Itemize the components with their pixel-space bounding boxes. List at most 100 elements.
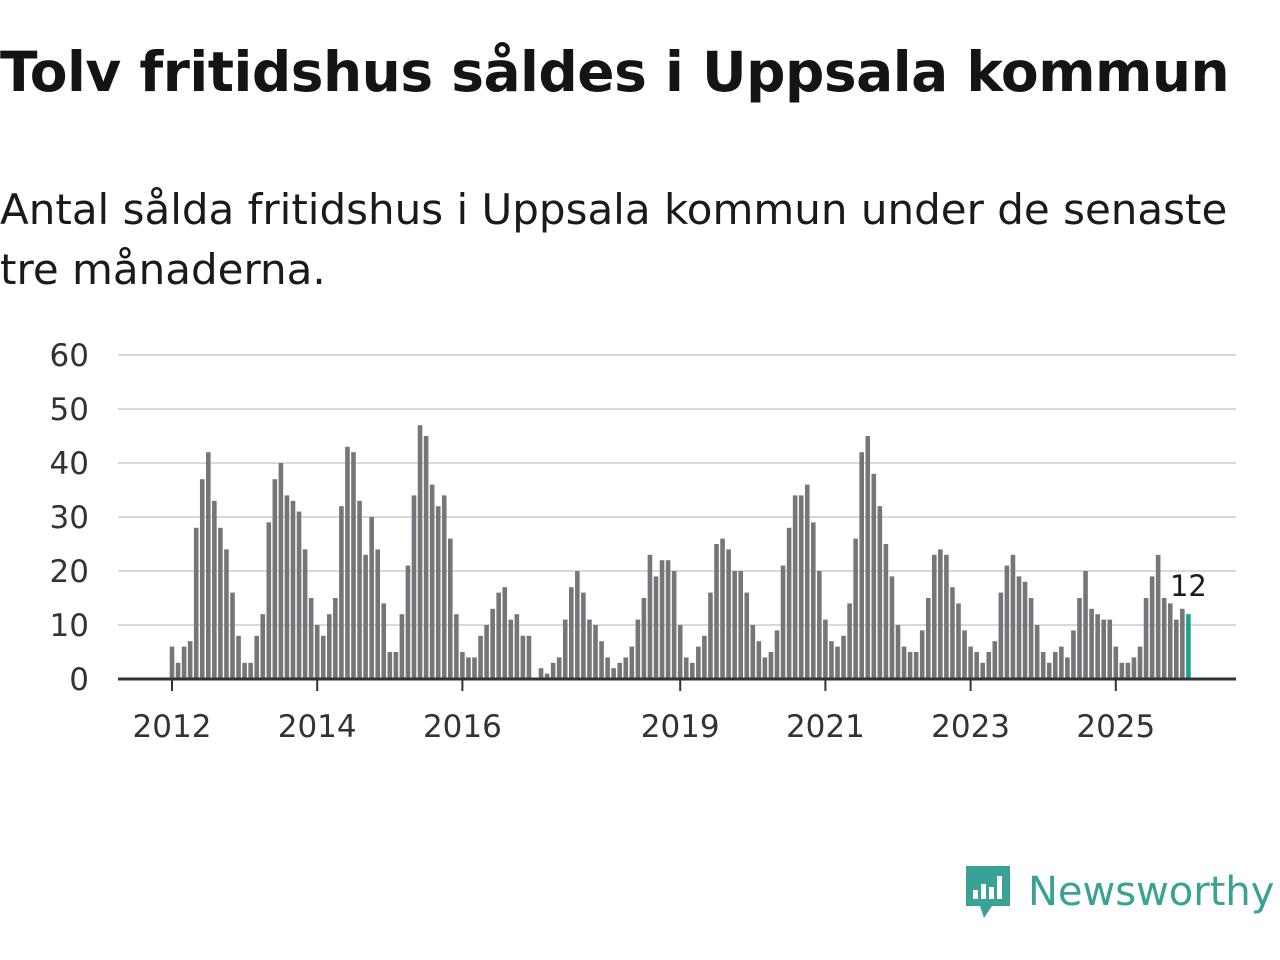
bar [786,527,792,679]
bar [411,495,417,679]
bar [193,527,199,679]
bar [956,603,961,679]
bar [272,479,278,679]
bar [429,484,435,679]
y-tick-label: 20 [50,554,89,590]
bar [314,625,320,679]
bar [454,614,459,679]
bar [393,652,399,679]
bar [677,625,683,679]
bar [296,511,302,679]
chart-title: Tolv fritidshus såldes i Uppsala kommun [0,40,1230,104]
x-tick-label: 2025 [1076,709,1155,745]
bar [181,646,187,679]
bar [756,641,762,679]
y-tick-label: 60 [50,338,89,374]
bar [1071,630,1076,679]
bar [702,635,707,679]
bar [569,587,574,679]
bar [593,625,598,679]
bar [968,646,973,679]
bar [290,500,296,679]
bar [671,571,677,679]
bar [514,614,520,679]
bar [895,625,901,679]
bar [768,652,774,679]
bar [732,571,737,679]
y-tick-label: 40 [50,446,89,482]
bar [913,652,919,679]
highlight-value-label: 12 [1170,569,1207,603]
bar [1083,571,1088,679]
bar [635,619,641,679]
bar [320,635,326,679]
x-axis: 2012 2014 2016 2019 2021 2023 2025 [118,677,1236,745]
bar [1065,657,1070,679]
x-tick-label: 2021 [786,709,865,745]
bar [484,625,489,679]
bar [659,560,665,679]
bar [399,614,405,679]
bar [466,657,471,679]
bar [944,554,949,679]
bar [242,662,247,679]
bar [1016,576,1022,679]
bar [847,603,852,679]
x-tick-label: 2014 [278,709,357,745]
bar [714,544,719,679]
bar [883,544,889,679]
bar [587,619,592,679]
bar [417,425,423,679]
bar [798,495,804,679]
bar [254,635,259,679]
bar [992,641,998,679]
bar [1022,581,1028,679]
bar [278,463,284,679]
bar [1010,554,1016,679]
bar [435,506,441,679]
bar [224,549,229,679]
bar [871,473,877,679]
bar [696,646,701,679]
bar [1113,646,1119,679]
bar [581,592,586,679]
annotations: 12 [1170,569,1207,603]
bar [750,625,756,679]
bar [901,646,907,679]
bar [804,484,810,679]
bar [907,652,913,679]
bar [605,657,610,679]
bar [690,662,695,679]
bar [889,576,895,679]
bar [405,565,411,679]
bar [1028,598,1034,679]
bar [187,641,193,679]
y-tick-label: 50 [50,392,89,428]
y-tick-label: 10 [50,608,89,644]
bar [617,662,622,679]
bar [544,673,550,679]
bar [357,500,362,679]
bar [629,646,635,679]
y-axis-labels: 0 10 20 30 40 50 60 [50,338,89,698]
bar [744,592,750,679]
bar [974,652,979,679]
bar [206,452,211,679]
bar [490,608,495,679]
bar [665,560,671,679]
bar [333,598,338,679]
bar [236,635,241,679]
bar [1089,608,1094,679]
bar [1131,657,1137,679]
bar [738,571,743,679]
bar [726,549,731,679]
bar [1004,565,1010,679]
bar [823,619,828,679]
bar [708,592,713,679]
x-tick-label: 2019 [641,709,720,745]
bar [502,587,508,679]
bar [932,554,937,679]
bar [1174,619,1179,679]
bar [1059,646,1064,679]
bar [986,652,992,679]
